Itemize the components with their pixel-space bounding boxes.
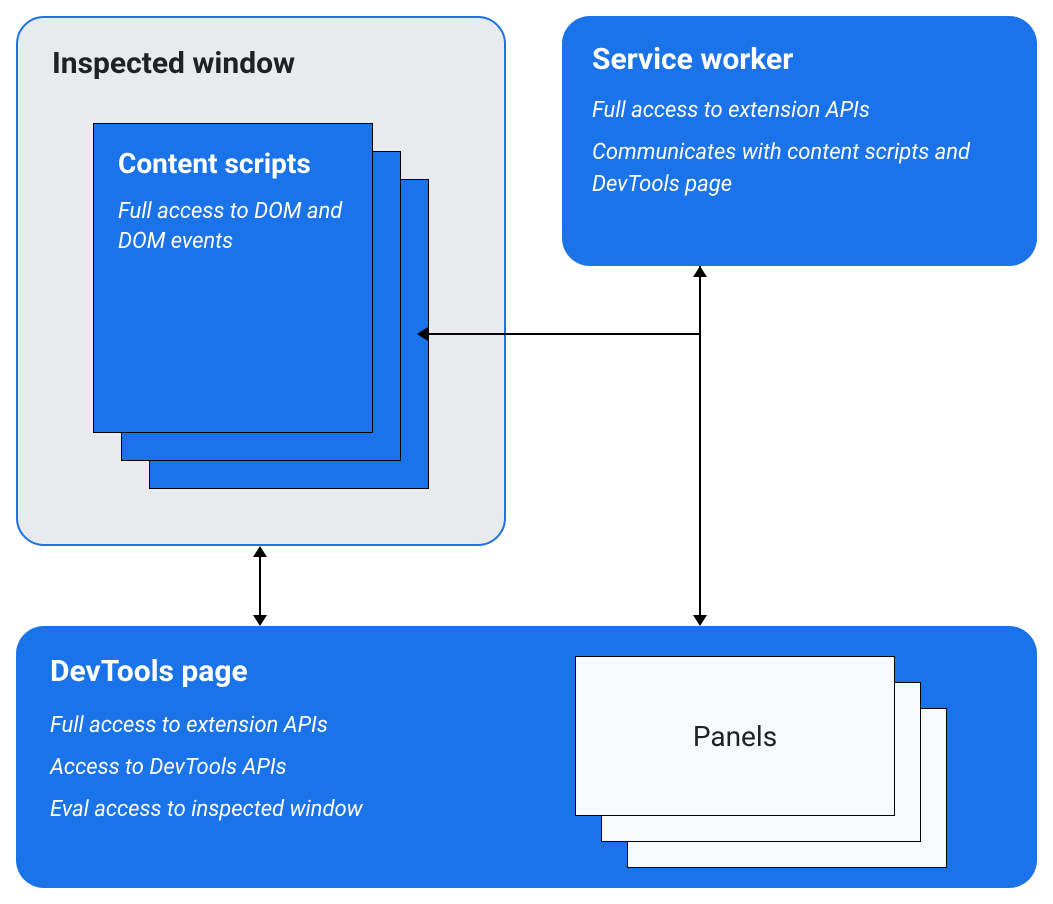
edge-sw-cs-head-top <box>693 266 707 277</box>
edge-sw-cs-seg2 <box>428 333 701 335</box>
content-scripts-node: Content scripts Full access to DOM and D… <box>93 123 373 433</box>
content-scripts-description: Full access to DOM and DOM events <box>118 197 348 256</box>
panels-node: Panels <box>575 656 895 816</box>
content-scripts-title: Content scripts <box>118 146 348 181</box>
architecture-diagram: Inspected window Content scripts Full ac… <box>0 0 1053 904</box>
service-worker-node: Service worker Full access to extension … <box>562 16 1037 266</box>
edge-iw-dt-seg1 <box>259 557 261 615</box>
service-worker-descriptions: Full access to extension APIs Communicat… <box>592 95 1007 201</box>
inspected-window-node: Inspected window Content scripts Full ac… <box>16 16 506 546</box>
edge-sw-cs-head-left <box>417 327 428 341</box>
inspected-window-title: Inspected window <box>52 46 470 81</box>
edge-iw-dt-head-top <box>253 546 267 557</box>
service-worker-desc-0: Full access to extension APIs <box>592 95 1007 127</box>
edge-iw-dt-head-bottom <box>253 615 267 626</box>
service-worker-title: Service worker <box>592 42 1007 77</box>
edge-sw-dt-head-bottom <box>693 615 707 626</box>
service-worker-desc-1: Communicates with content scripts and De… <box>592 137 1007 201</box>
edge-sw-dt-seg1 <box>699 333 701 615</box>
panels-label: Panels <box>693 720 777 753</box>
